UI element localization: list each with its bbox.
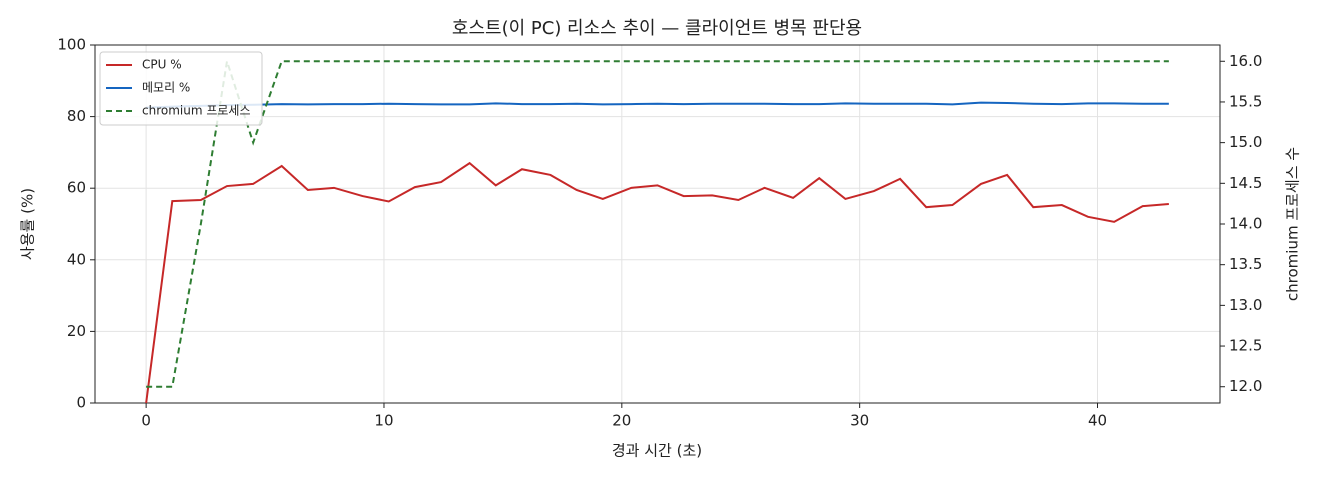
y-tick-label: 60 [67,179,86,197]
legend-label: CPU % [142,58,182,72]
legend-box [99,51,263,126]
plot-frame [94,44,1221,404]
series-line [145,161,1169,404]
y2-tick-label: 13.5 [1229,255,1262,273]
legend-label: 메모리 % [142,81,190,95]
y2-tick-label: 14.0 [1229,215,1262,233]
y-axis-label: 사용률 (%) [19,188,37,260]
y-tick-label: 100 [57,36,86,54]
x-tick-label: 40 [1088,412,1107,430]
series-line [146,101,1169,109]
legend-label: chromium 프로세스 [142,104,251,118]
x-tick-label: 30 [850,412,869,430]
chart-title: 호스트(이 PC) 리소스 추이 — 클라이언트 병목 판단용 [452,18,862,39]
y-tick-label: 20 [67,322,86,340]
y2-tick-label: 16.0 [1229,52,1262,70]
y-tick-label: 0 [76,394,86,412]
y2-tick-label: 15.0 [1229,133,1262,151]
y2-axis-label: chromium 프로세스 수 [1284,147,1302,301]
y-tick-label: 40 [67,250,86,268]
x-tick-label: 20 [612,412,631,430]
x-axis-label: 경과 시간 (초) [612,442,702,460]
x-tick-label: 10 [374,412,393,430]
y2-tick-label: 15.5 [1229,92,1262,110]
series-line [146,60,1169,388]
y2-tick-label: 12.5 [1229,337,1262,355]
y2-tick-label: 13.0 [1229,296,1262,314]
x-tick-label: 0 [141,412,151,430]
y-tick-label: 80 [67,107,86,125]
y2-tick-label: 14.5 [1229,174,1262,192]
y2-tick-label: 12.0 [1229,377,1262,395]
